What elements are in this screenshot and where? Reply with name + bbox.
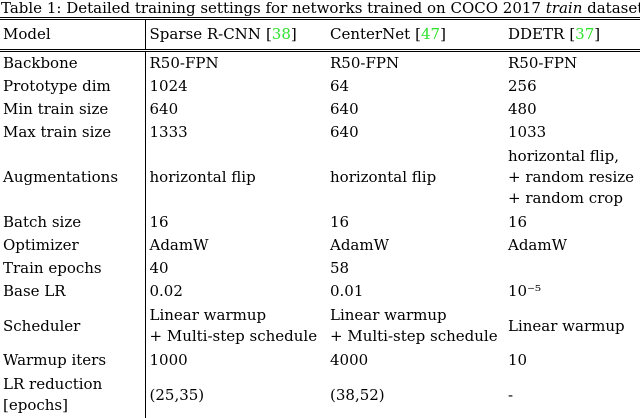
cell-value: 640: [144, 98, 327, 121]
table-row-scheduler: Scheduler Linear warmup + Multi-step sch…: [0, 303, 640, 349]
table-row-batch-size: Batch size 16 16 16: [0, 211, 640, 234]
cell-value: 0.01: [330, 282, 364, 300]
row-label: Scheduler: [3, 316, 81, 335]
row-label: Prototype dim: [3, 77, 111, 95]
header-sparse-rcnn: Sparse R-CNN [38]: [144, 17, 327, 52]
training-settings-table: Model Sparse R-CNN [38] CenterNet [47] DDE…: [0, 17, 640, 418]
caption-suffix: dataset.: [587, 0, 640, 17]
cell-value: 10: [508, 351, 528, 369]
citation-number: 38: [271, 25, 291, 43]
row-label: Backbone: [3, 54, 78, 72]
cell-value: AdamW: [144, 234, 327, 257]
cell-value: 256: [508, 77, 537, 95]
cell-value: horizontal flip: [144, 144, 327, 211]
row-label: Optimizer: [3, 236, 79, 254]
cell-value: Linear warmup: [508, 316, 625, 335]
cell-value: R50-FPN: [144, 50, 327, 75]
row-label: Max train size: [3, 123, 112, 141]
table-row-train-epochs: Train epochs 40 58: [0, 257, 640, 280]
table-row-warmup-iters: Warmup iters 1000 4000 10: [0, 349, 640, 372]
model-name: Sparse R-CNN: [149, 25, 261, 43]
bracket-open: [: [569, 25, 576, 43]
table-row-lr-reduction: LR reduction [epochs] (25,35) (38,52) -: [0, 372, 640, 418]
cell-value: Linear warmup + Multi-step schedule: [144, 303, 327, 349]
cell-value: 640: [330, 123, 359, 141]
row-label: Min train size: [3, 100, 109, 118]
cell-value: horizontal flip: [330, 168, 437, 186]
row-label: Base LR: [3, 282, 66, 300]
cell-value: 480: [508, 100, 537, 118]
cell-value: 16: [508, 213, 528, 231]
row-label: Warmup iters: [3, 351, 107, 369]
cell-value: 1333: [144, 121, 327, 144]
bracket-open: [: [265, 25, 272, 43]
citation: [37]: [569, 25, 600, 43]
cell-value: AdamW: [330, 236, 390, 254]
citation-number: 47: [420, 25, 441, 43]
caption-dataset-name: train: [545, 0, 583, 17]
table-row-backbone: Backbone R50-FPN R50-FPN R50-FPN: [0, 50, 640, 75]
model-name: CenterNet: [330, 25, 411, 43]
cell-value: 58: [330, 259, 350, 277]
cell-value: 40: [144, 257, 327, 280]
cell-value: 10⁻⁵: [508, 282, 542, 300]
row-label: Batch size: [3, 213, 82, 231]
row-label: LR reduction [epochs]: [3, 375, 103, 414]
cell-value: 1024: [144, 75, 327, 98]
bracket-close: ]: [594, 25, 601, 43]
cell-value: AdamW: [508, 236, 568, 254]
header-ddetr: DDETR [37]: [505, 17, 640, 52]
cell-value: 1000: [144, 349, 327, 372]
table-row-optimizer: Optimizer AdamW AdamW AdamW: [0, 234, 640, 257]
model-name: DDETR: [508, 25, 565, 43]
table-row-min-train-size: Min train size 640 640 480: [0, 98, 640, 121]
cell-value: 64: [330, 77, 350, 95]
cell-value: Linear warmup + Multi-step schedule: [330, 306, 498, 345]
caption-prefix: Table 1: Detailed training settings for …: [1, 0, 546, 17]
cell-value: (25,35): [144, 372, 327, 418]
cell-value: horizontal flip, + random resize + rando…: [508, 147, 635, 207]
cell-value: 0.02: [144, 280, 327, 303]
cell-value: R50-FPN: [330, 54, 400, 72]
row-label: Augmentations: [3, 168, 119, 186]
cell-value: 4000: [330, 351, 369, 369]
bracket-open: [: [415, 25, 421, 43]
citation-number: 37: [575, 25, 595, 43]
header-row: Model Sparse R-CNN [38] CenterNet [47] DDE…: [0, 17, 640, 52]
row-label: Train epochs: [3, 259, 102, 277]
bracket-close: ]: [440, 25, 446, 43]
cell-value: [505, 257, 640, 280]
cell-value: R50-FPN: [508, 54, 578, 72]
cell-value: 16: [144, 211, 327, 234]
citation: [47]: [415, 25, 446, 43]
table-caption: Table 1: Detailed training settings for …: [0, 0, 640, 16]
table-row-max-train-size: Max train size 1333 640 1033: [0, 121, 640, 144]
cell-value: 16: [330, 213, 350, 231]
table-row-augmentations: Augmentations horizontal flip horizontal…: [0, 144, 640, 211]
citation: [38]: [266, 25, 297, 43]
table-row-base-lr: Base LR 0.02 0.01 10⁻⁵: [0, 280, 640, 303]
header-model: Model: [0, 17, 145, 52]
cell-value: 640: [330, 100, 359, 118]
cell-value: (38,52): [330, 385, 385, 404]
bracket-close: ]: [290, 25, 297, 43]
table-row-prototype-dim: Prototype dim 1024 64 256: [0, 75, 640, 98]
cell-value: 1033: [508, 123, 547, 141]
header-centernet: CenterNet [47]: [327, 17, 505, 52]
cell-value: -: [508, 385, 514, 404]
